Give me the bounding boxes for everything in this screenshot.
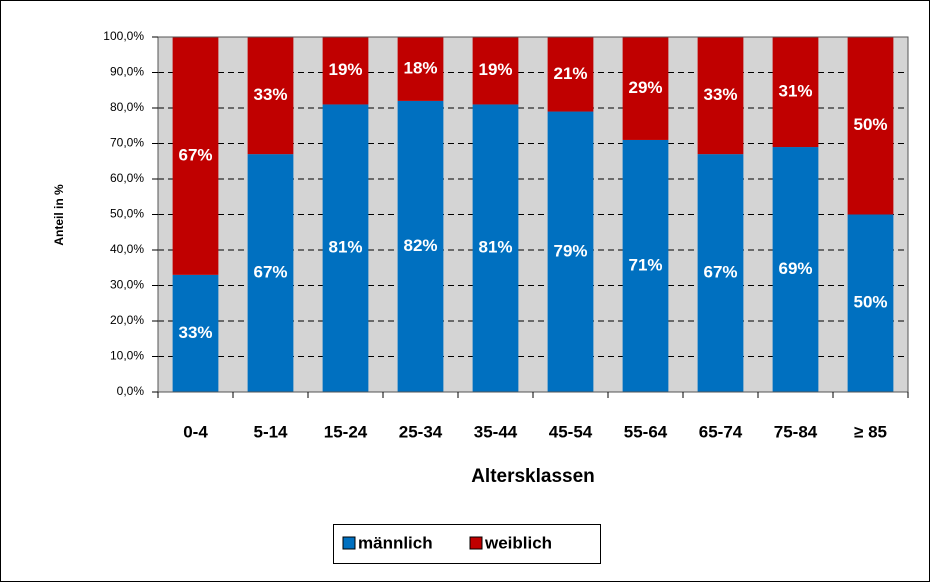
y-axis-title: Anteil in % [52,184,66,246]
bar-segment [472,37,519,105]
y-tick-label: 80,0% [110,100,144,114]
y-tick-label: 40,0% [110,242,144,256]
data-label: 33% [703,85,737,104]
bar-segment [172,37,219,275]
data-label: 71% [628,255,662,274]
bar-segment [622,139,669,392]
data-label: 81% [328,238,362,257]
bar-segment [322,104,369,392]
data-label: 50% [853,293,887,312]
data-label: 67% [178,145,212,164]
y-tick-label: 100,0% [103,29,144,43]
data-label: 19% [478,60,512,79]
x-tick-label: 45-54 [549,422,593,441]
legend-swatch [342,536,356,550]
bar-segment [772,37,819,148]
y-tick-label: 10,0% [110,349,144,363]
bar-segment [397,100,444,393]
y-tick-label: 70,0% [110,136,144,150]
y-tick-label: 0,0% [117,384,145,398]
data-label: 19% [328,60,362,79]
x-tick-label: 65-74 [699,422,743,441]
bar-segment [247,37,294,155]
bar-segment [772,147,819,392]
bar-segment [847,214,894,392]
bar-segment [697,154,744,392]
y-tick-label: 30,0% [110,278,144,292]
x-tick-label: 25-34 [399,422,443,441]
bar-segment [172,274,219,392]
bar-segment [247,154,294,392]
x-tick-label: 55-64 [624,422,668,441]
bar-segment [322,37,369,105]
y-tick-label: 20,0% [110,313,144,327]
data-label: 29% [628,78,662,97]
data-label: 67% [703,263,737,282]
data-label: 18% [403,58,437,77]
x-tick-label: ≥ 85 [854,422,887,441]
x-tick-label: 15-24 [324,422,368,441]
x-axis-title: Altersklassen [471,466,595,487]
bar-segment [622,37,669,140]
y-tick-label: 90,0% [110,65,144,79]
data-label: 33% [178,323,212,342]
y-tick-label: 50,0% [110,207,144,221]
data-label: 69% [778,259,812,278]
legend-box [333,524,601,564]
bar-segment [697,37,744,155]
bar-segment [397,37,444,101]
x-tick-label: 35-44 [474,422,518,441]
legend-label: männlich [358,533,433,552]
x-tick-label: 75-84 [774,422,818,441]
data-label: 79% [553,241,587,260]
x-tick-label: 5-14 [253,422,288,441]
data-label: 82% [403,236,437,255]
legend-label: weiblich [484,533,552,552]
data-label: 33% [253,85,287,104]
bar-segment [547,37,594,112]
data-label: 21% [553,64,587,83]
legend-swatch [469,536,483,550]
data-label: 50% [853,115,887,134]
data-label: 67% [253,263,287,282]
data-label: 81% [478,238,512,257]
data-label: 31% [778,82,812,101]
y-tick-label: 60,0% [110,171,144,185]
bar-segment [547,111,594,393]
x-tick-label: 0-4 [183,422,208,441]
bar-segment [847,37,894,215]
bar-segment [472,104,519,392]
